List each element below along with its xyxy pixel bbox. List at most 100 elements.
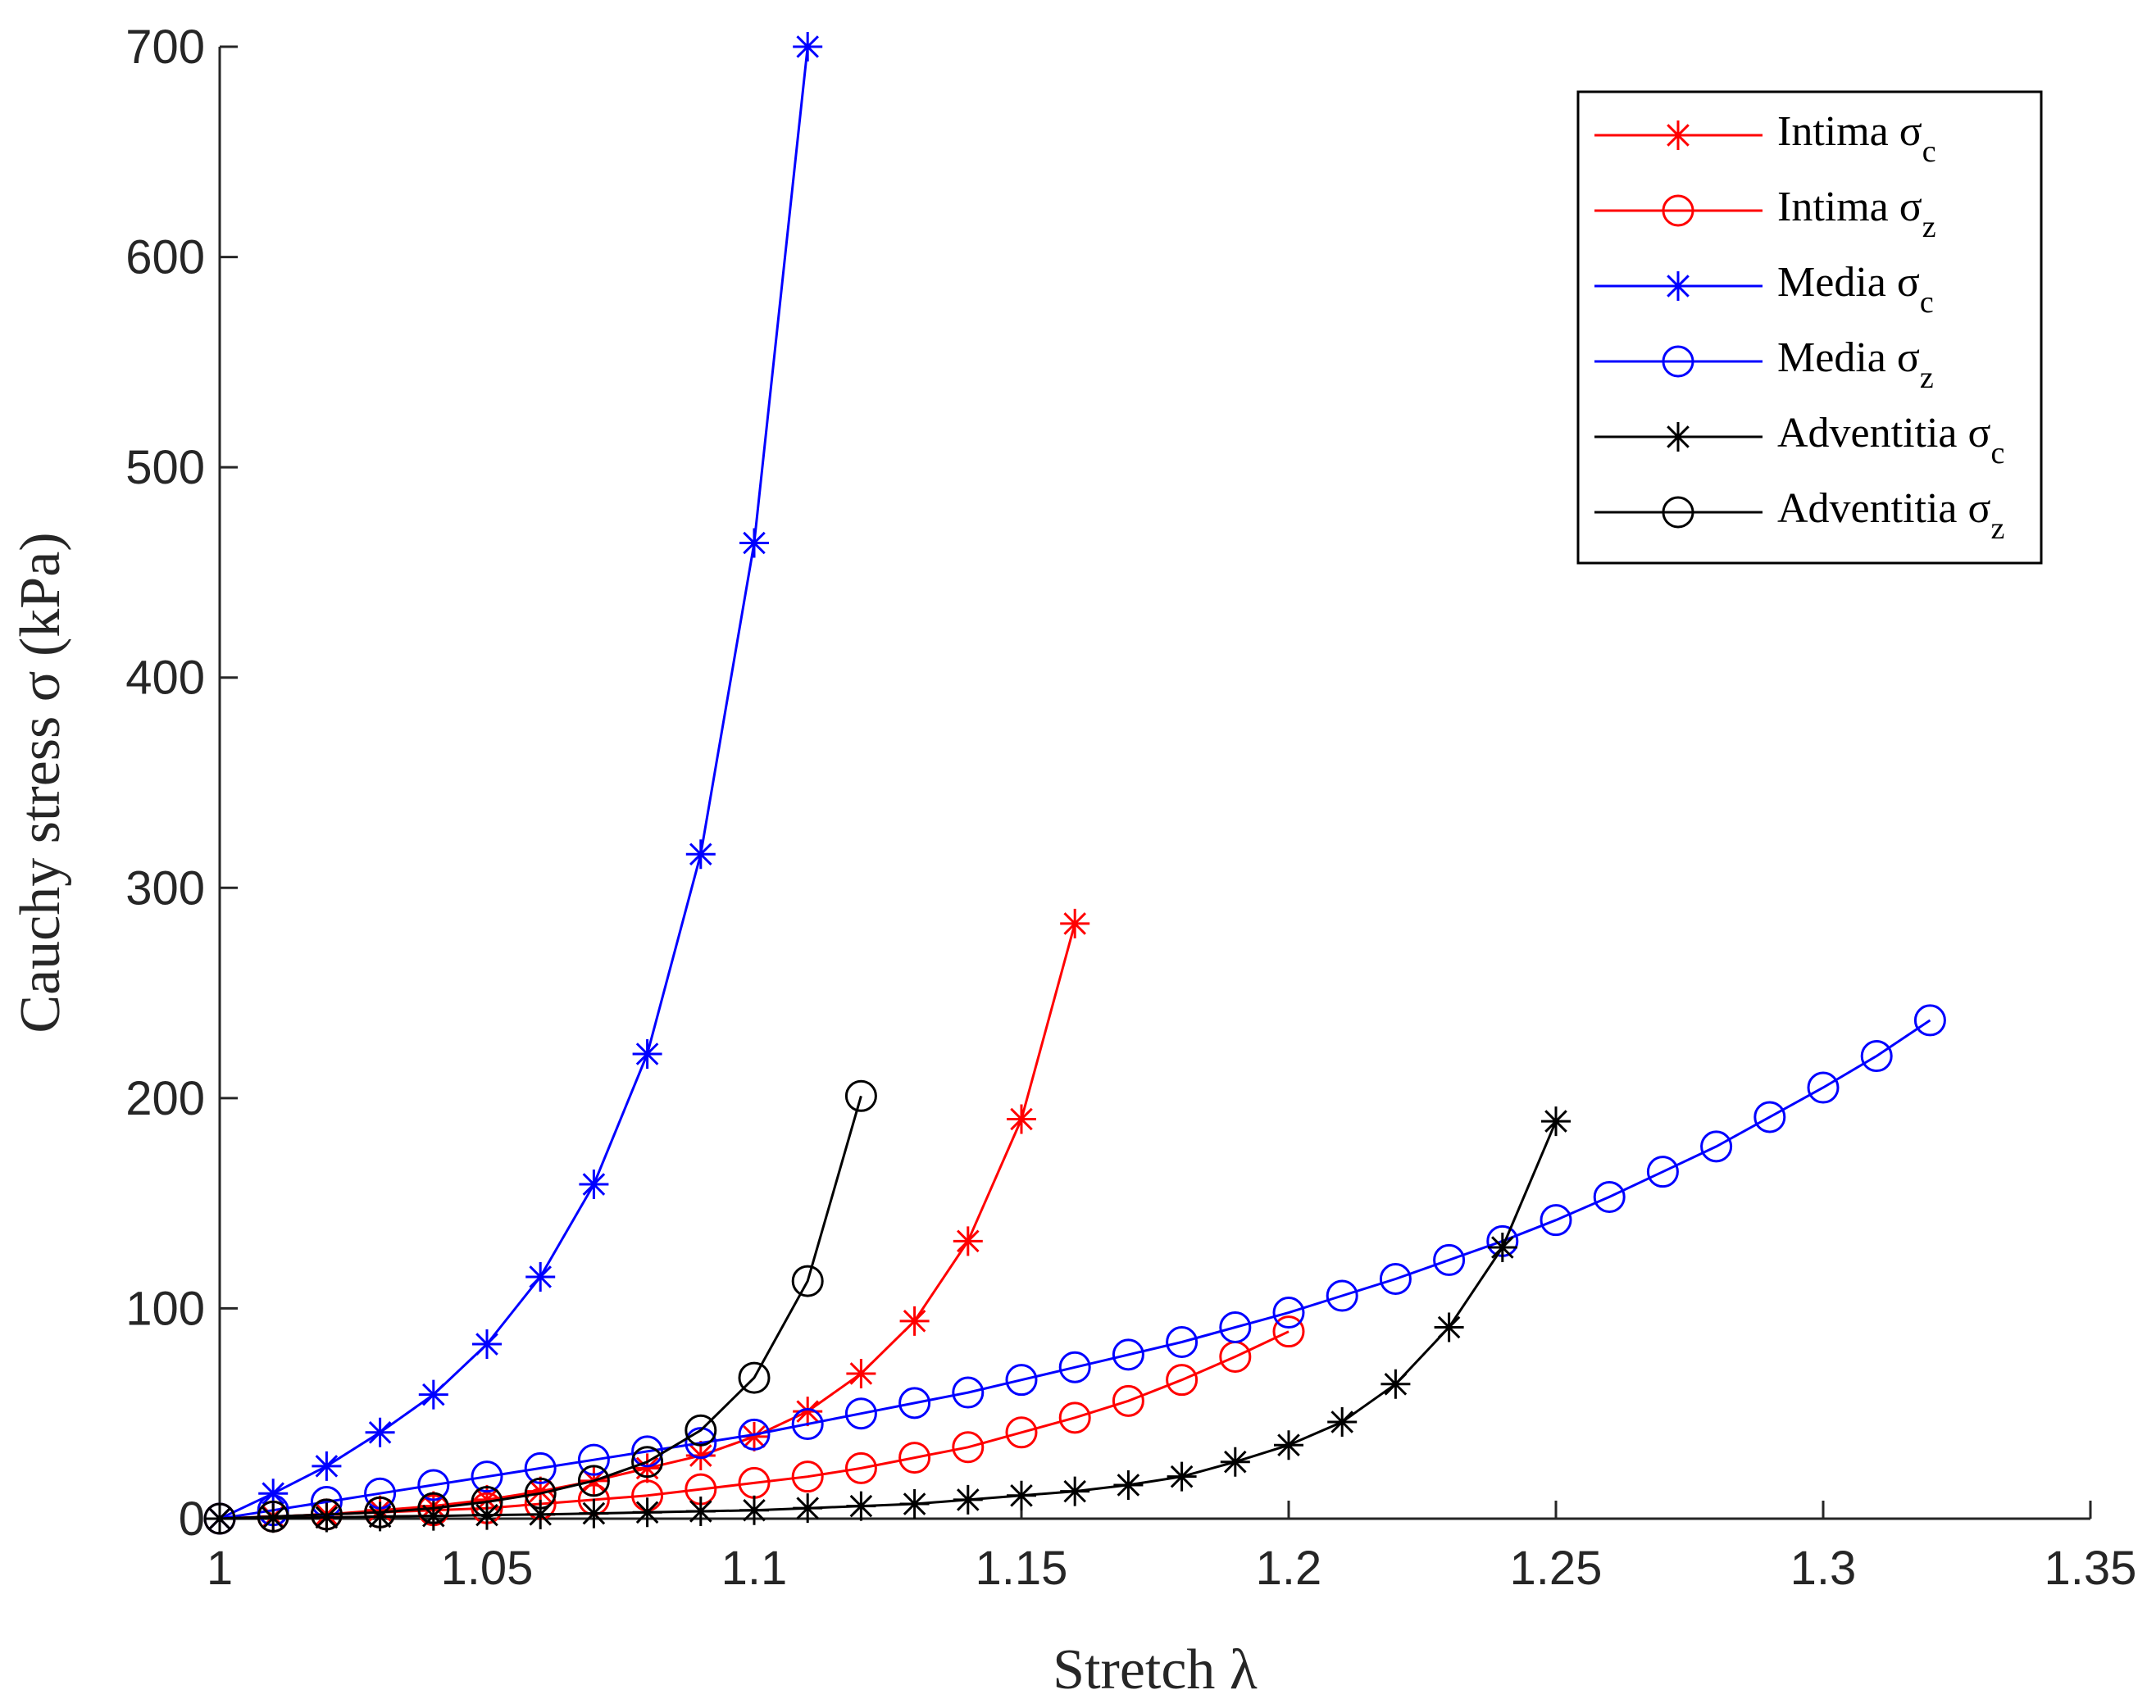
legend-label: Intima σc	[1777, 108, 1936, 169]
legend-label-text: Adventitia σ	[1777, 410, 1991, 457]
series-media-z-z-point	[1058, 1351, 1091, 1383]
series-adventitia-c-c-point	[1274, 1430, 1303, 1460]
series-media-z-z-point	[1326, 1279, 1358, 1312]
x-tick-label: 1	[207, 1542, 233, 1595]
legend-label-subscript: c	[1991, 436, 2005, 470]
series-media-c-c-point	[312, 1451, 342, 1481]
series-adventitia-c-c-point	[1327, 1406, 1358, 1437]
y-tick-label: 100	[125, 1282, 205, 1335]
series-adventitia-z-z-point	[257, 1500, 289, 1533]
series-adventitia-c-c-point	[953, 1484, 983, 1515]
series-adventitia-z-z-point	[844, 1079, 877, 1112]
series-media-c-c-point	[685, 839, 716, 870]
series-intima-z-z-point	[791, 1460, 824, 1493]
series-adventitia-c-c-point	[1167, 1461, 1197, 1492]
series-media-z-z-point	[1807, 1071, 1840, 1104]
series-media-z-z-point	[1433, 1243, 1466, 1276]
series-adventitia-z-z-point	[738, 1361, 771, 1394]
series-media-z-z-point	[1913, 1004, 1946, 1037]
legend-label-text: Media σ	[1777, 334, 1920, 381]
series-adventitia-c-c-point	[258, 1503, 289, 1533]
series-media-z-z-point	[1700, 1130, 1733, 1163]
legend-item: Adventitia σz	[1594, 485, 2004, 546]
x-tick-label: 1.25	[1510, 1542, 1603, 1595]
series-adventitia-c-c-point	[1060, 1476, 1090, 1506]
series-media-z-z-point	[471, 1460, 503, 1493]
legend-item: Media σc	[1594, 259, 1934, 320]
series-adventitia-z-z-point	[203, 1502, 236, 1535]
series-intima-c-c-point	[846, 1358, 876, 1388]
series-media-c-c-line	[219, 46, 809, 1520]
series-intima-c-c-point	[632, 1453, 662, 1483]
series-media-z-z-point	[1593, 1180, 1626, 1213]
series-adventitia-c-c-point	[525, 1499, 556, 1529]
series-media-z-z-point	[685, 1427, 717, 1460]
series-intima-z-z-point	[1058, 1401, 1091, 1434]
y-ticks: 0 100 200 300 400 500 600 700	[125, 20, 238, 1546]
series-adventitia-c-c-point	[846, 1491, 876, 1521]
series-intima-c-c-point	[685, 1441, 716, 1471]
series-adventitia-c-c-point	[1541, 1106, 1571, 1137]
legend-item: Media σz	[1594, 334, 1934, 395]
series-media-z-z-point	[844, 1397, 877, 1430]
y-tick-label: 700	[125, 20, 205, 74]
y-tick-label: 300	[125, 861, 205, 915]
series-media-c-c-point	[632, 1038, 662, 1069]
series-media-z-z-point	[577, 1443, 610, 1476]
series-media-c-c-point	[365, 1417, 395, 1447]
series-adventitia-c-c-point	[1220, 1447, 1250, 1477]
legend-label-subscript: z	[1991, 511, 2005, 546]
series-media-c-c-point	[418, 1379, 448, 1410]
series-media-z-z-point	[1860, 1040, 1893, 1073]
legend-label: Media σc	[1777, 259, 1934, 320]
series-adventitia-z-z	[203, 1079, 877, 1535]
series-media-c-c-point	[472, 1329, 502, 1360]
legend-item: Intima σz	[1594, 184, 1936, 244]
series-adventitia-c-c-point	[1487, 1233, 1517, 1263]
series-media-z-z-point	[1112, 1338, 1144, 1371]
series-media-z-z-point	[1219, 1311, 1252, 1344]
series-intima-c-c-point	[472, 1484, 502, 1515]
legend-marker-point	[1663, 422, 1693, 452]
series-media-z-z-line	[219, 1019, 1931, 1520]
series-adventitia-c-c-point	[418, 1501, 448, 1531]
legend-item: Adventitia σc	[1594, 410, 2004, 470]
y-tick-label: 500	[125, 441, 205, 494]
series-adventitia-z-z-line	[219, 1095, 862, 1520]
series-adventitia-c-c-point	[1113, 1470, 1144, 1500]
x-tick-label: 1.05	[441, 1542, 534, 1595]
series-intima-z-z-point	[844, 1451, 877, 1484]
series-media-c-c-point	[793, 32, 823, 61]
series-intima-z-z-point	[1272, 1315, 1305, 1348]
series-adventitia-c-c-point	[793, 1493, 823, 1524]
x-tick-label: 1.2	[1256, 1542, 1322, 1595]
series-media-c-c-point	[579, 1170, 609, 1200]
series-intima-c-c-point	[793, 1397, 823, 1427]
x-tick-label: 1.3	[1790, 1542, 1857, 1595]
legend-label: Intima σz	[1777, 184, 1936, 244]
legend-label-text: Adventitia σ	[1777, 485, 1991, 532]
x-axis-title: Stretch λ	[1053, 1638, 1258, 1701]
legend-label-text: Intima σ	[1777, 108, 1922, 155]
series-media-z-z-point	[952, 1376, 985, 1409]
series-intima-c-c-point	[953, 1226, 983, 1256]
series-media-z-z-point	[1005, 1364, 1038, 1397]
series-media-z-z-point	[1272, 1297, 1305, 1329]
plot-series	[203, 32, 1946, 1535]
series-media-z-z-point	[791, 1408, 824, 1441]
series-intima-z-z-point	[952, 1431, 985, 1464]
series-adventitia-c-c-point	[472, 1500, 502, 1530]
series-adventitia-z-z-point	[685, 1414, 717, 1447]
series-adventitia-c-c-point	[579, 1498, 609, 1529]
series-adventitia-c-c-point	[1380, 1369, 1411, 1399]
legend-label-subscript: z	[1920, 361, 1934, 395]
series-adventitia-z-z-point	[791, 1265, 824, 1297]
y-tick-label: 200	[125, 1072, 205, 1125]
series-media-z-z-point	[898, 1387, 931, 1420]
series-intima-z-z-point	[1005, 1416, 1038, 1449]
legend-marker-point	[1662, 345, 1694, 378]
x-ticks: 1 1.05 1.1 1.15 1.2 1.25 1.3 1.35	[207, 1501, 2136, 1595]
series-adventitia-c-c-point	[632, 1497, 662, 1528]
